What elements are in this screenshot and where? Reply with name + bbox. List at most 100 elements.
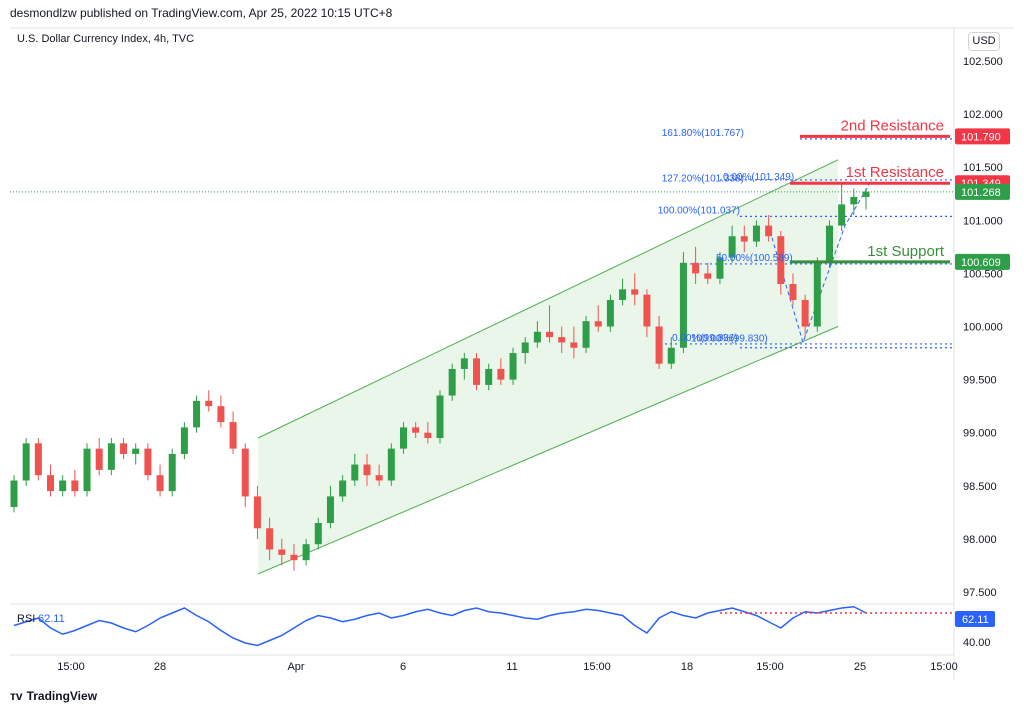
candle-body [752, 225, 760, 242]
rsi-tag-label: 62.11 [962, 614, 989, 626]
candle-body [631, 289, 639, 295]
candle-body [436, 395, 444, 439]
candle-body [326, 496, 334, 523]
price-tag-bg [955, 183, 1010, 200]
y-tick-label: 97.500 [963, 587, 997, 599]
candle-body [412, 427, 420, 433]
rsi-axis-label: 40.00 [963, 637, 991, 649]
fib-label: 100.00%(99.830) [691, 334, 768, 345]
x-tick-label: 15:00 [756, 661, 784, 673]
candle-body [448, 368, 456, 396]
candle-body [825, 225, 833, 263]
publisher-line: desmondlzw published on TradingView.com,… [10, 6, 393, 20]
level-label: 1st Resistance [846, 164, 944, 181]
candle-body [302, 544, 310, 561]
candle-body [144, 448, 152, 476]
candle-body [692, 262, 700, 274]
candle-body [789, 284, 797, 300]
candle-body [570, 342, 578, 348]
candle-body [132, 448, 140, 454]
candle-body [533, 331, 541, 343]
price-tag-label: 101.790 [961, 131, 1001, 143]
x-tick-label: 15:00 [57, 661, 85, 673]
candle-body [521, 342, 529, 354]
candle-body [290, 554, 298, 561]
candle-body [862, 191, 870, 197]
candle-body [473, 358, 481, 385]
symbol-title: U.S. Dollar Currency Index, 4h, TVC [17, 33, 195, 45]
candle-body [509, 353, 517, 380]
channel-lower-line [257, 326, 839, 575]
x-tick-label: 15:00 [583, 661, 611, 673]
candle-body [546, 331, 554, 338]
fib-label: 0.00%(99.836) [672, 333, 738, 344]
candle-body [156, 475, 164, 492]
candle-body [679, 262, 687, 348]
x-tick-label: 15:00 [930, 661, 958, 673]
y-tick-label: 99.000 [963, 428, 997, 440]
candle-body [801, 299, 809, 327]
candle-body [351, 464, 359, 481]
candle-body [655, 326, 663, 364]
y-tick-label: 100.000 [963, 322, 1003, 334]
brand-label: TradingView [26, 689, 98, 703]
level-label: 1st Support [867, 243, 945, 260]
candle-body [716, 257, 724, 279]
y-tick-label: 102.000 [963, 109, 1003, 121]
candle-body [765, 225, 773, 237]
candle-body [606, 299, 614, 327]
candle-body [278, 549, 286, 555]
candle-body [339, 480, 347, 497]
currency-button[interactable]: USD [968, 32, 1000, 51]
candle-body [363, 464, 371, 476]
candle-body [95, 448, 103, 470]
x-tick-label: 18 [681, 661, 693, 673]
candle-body [168, 453, 176, 492]
y-tick-label: 101.500 [963, 162, 1003, 174]
fib-label: 127.20%(101.338) [662, 173, 744, 184]
candle-body [229, 422, 237, 449]
price-tag-bg [955, 253, 1010, 270]
y-tick-label: 98.000 [963, 534, 997, 546]
x-tick-label: 28 [154, 661, 166, 673]
candle-body [180, 427, 188, 454]
candle-body [22, 443, 30, 481]
fib-projection-path [769, 182, 871, 345]
level-label: 2nd Resistance [841, 117, 944, 134]
fib-label: 50.00%(100.589) [716, 253, 793, 264]
candle-body [375, 475, 383, 481]
y-tick-label: 100.500 [963, 268, 1003, 280]
candle-body [594, 321, 602, 327]
rsi-value: 62.11 [38, 613, 65, 625]
candle-body [83, 448, 91, 492]
rsi-label: RSI [17, 613, 35, 625]
x-tick-label: 11 [506, 661, 517, 673]
candle-body [850, 196, 858, 205]
candle-body [740, 236, 748, 242]
y-tick-label: 99.500 [963, 375, 997, 387]
channel-fill [258, 159, 838, 574]
candle-body [107, 443, 115, 470]
candle-body [582, 321, 590, 348]
candle-body [777, 236, 785, 285]
candle-body [728, 236, 736, 258]
candle-body [387, 448, 395, 481]
price-tag-bg [955, 128, 1010, 145]
candle-body [47, 475, 55, 492]
rsi-line [13, 605, 867, 647]
rsi-tag-bg [955, 611, 995, 627]
price-tag-label: 101.268 [961, 187, 1001, 199]
fib-label: 0.00%(101.349) [723, 172, 794, 183]
candle-body [193, 400, 201, 428]
x-tick-label: Apr [287, 661, 304, 673]
candle-body [10, 480, 18, 508]
candle-body [241, 448, 249, 497]
fib-label: 100.00%(101.037) [658, 205, 740, 216]
candle-body [558, 337, 566, 343]
x-tick-label: 6 [400, 661, 406, 673]
y-tick-label: 102.500 [963, 56, 1003, 68]
candle-body [424, 432, 432, 439]
y-tick-label: 98.500 [963, 481, 997, 493]
tradingview-brand[interactable]: ᴛᴠ TradingView [10, 689, 97, 703]
